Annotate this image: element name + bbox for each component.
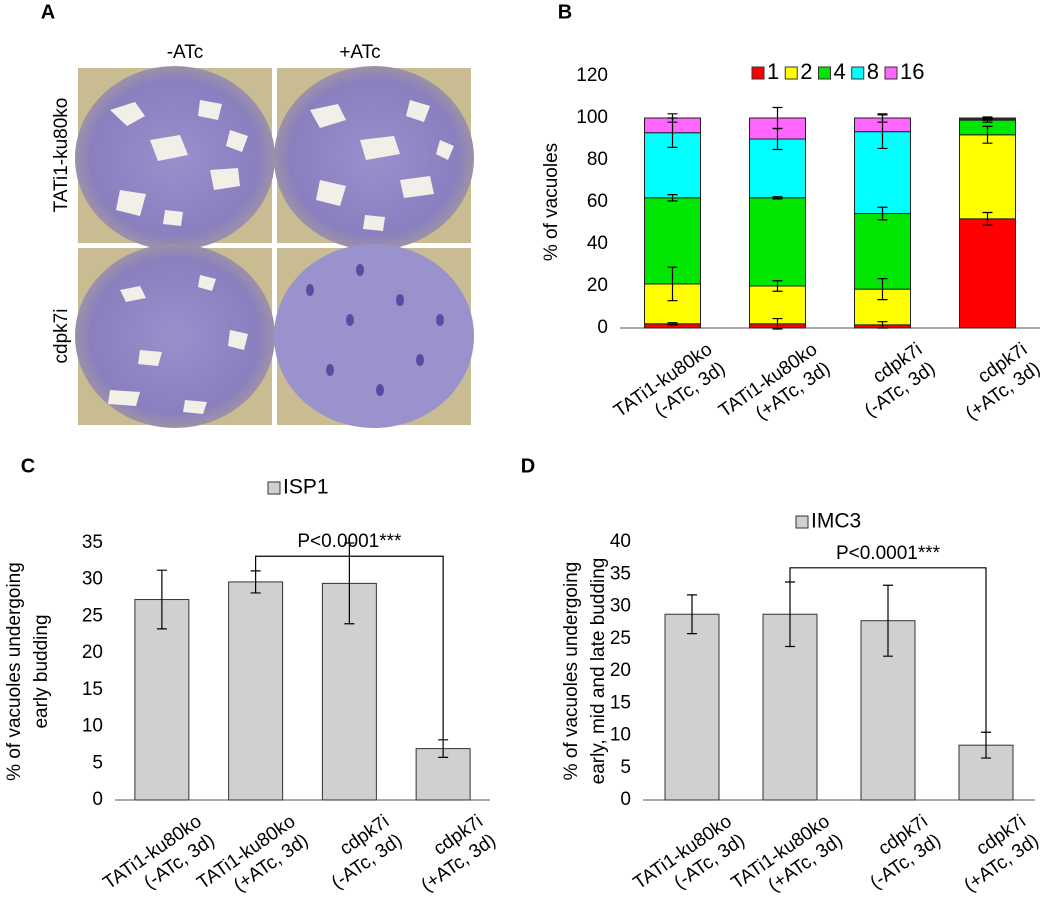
plaques: [108, 100, 454, 414]
y-tick-label: 20: [610, 660, 631, 681]
y-tick-label: 20: [587, 275, 608, 296]
error-bar: [772, 317, 783, 330]
y-axis-label: early, mid and late budding: [588, 558, 609, 785]
stain-spots: [306, 264, 444, 396]
y-tick-label: 35: [610, 563, 631, 584]
legend-label: 1: [767, 59, 779, 84]
legend-swatch: [851, 66, 865, 80]
annotation: P<0.0001***: [297, 531, 402, 552]
panel-a-images: [75, 66, 474, 428]
y-tick-label: 0: [92, 789, 103, 810]
y-tick-label: 40: [587, 233, 608, 254]
error-bar: [877, 206, 888, 221]
bar-segment: [854, 213, 911, 290]
bar-segment: [959, 134, 1016, 220]
error-bar: [982, 211, 993, 226]
well: [274, 244, 474, 428]
error-bar: [687, 594, 697, 635]
panel-label: C: [21, 455, 35, 477]
y-tick-label: 10: [610, 725, 631, 746]
error-bar: [883, 584, 893, 657]
legend-label: 4: [834, 59, 846, 84]
legend-swatch: [884, 66, 898, 80]
legend-swatch: [784, 66, 798, 80]
row-label: TATi1-ku80ko: [51, 98, 72, 213]
error-bar: [877, 278, 888, 301]
error-bar: [982, 125, 993, 144]
y-tick-label: 20: [82, 642, 103, 663]
y-tick-label: 15: [610, 692, 631, 713]
annotation: P<0.0001***: [836, 543, 941, 564]
y-axis-label: % of vacuoles undergoing: [561, 562, 582, 781]
y-tick-label: 30: [82, 569, 103, 590]
y-tick-label: 25: [82, 605, 103, 626]
error-bar: [156, 569, 167, 630]
bar-segment: [749, 197, 806, 287]
y-tick-label: 60: [587, 191, 608, 212]
y-tick-label: 35: [82, 532, 103, 553]
error-bar: [250, 570, 261, 594]
y-tick-label: 5: [620, 757, 631, 778]
error-bar: [877, 321, 888, 329]
panel-label: D: [521, 455, 535, 477]
bar-segment: [959, 218, 1016, 329]
legend-label: 2: [800, 59, 812, 84]
legend-swatch: [267, 481, 281, 495]
y-tick-label: 15: [82, 679, 103, 700]
bar: [664, 613, 720, 801]
y-tick-label: 10: [82, 716, 103, 737]
error-bar: [982, 116, 993, 120]
significance-bracket: [789, 567, 987, 733]
legend-swatch: [818, 66, 831, 80]
legend-swatch: [795, 515, 809, 529]
column-label: +ATc: [339, 42, 380, 63]
y-axis-label: early budding: [31, 614, 52, 728]
error-bar: [772, 196, 783, 200]
error-bar: [877, 113, 888, 123]
y-axis-label: % of vacuoles: [541, 143, 562, 261]
column-label: -ATc: [167, 42, 204, 63]
y-tick-label: 25: [610, 628, 631, 649]
bar: [134, 599, 190, 801]
significance-bracket: [255, 555, 444, 740]
y-axis-label: % of vacuoles undergoing: [4, 562, 25, 781]
y-tick-label: 100: [576, 107, 608, 128]
panel-label: B: [558, 1, 572, 23]
row-label: cdpk7i: [51, 309, 72, 364]
legend-label: 8: [867, 59, 879, 84]
legend-label: IMC3: [811, 510, 861, 533]
legend-label: ISP1: [283, 476, 329, 499]
error-bar: [772, 280, 783, 292]
y-tick-label: 120: [576, 65, 608, 86]
legend-swatch: [751, 66, 765, 80]
legend-label: 16: [900, 59, 924, 84]
y-tick-label: 30: [610, 596, 631, 617]
error-bar: [772, 106, 783, 130]
error-bar: [667, 194, 678, 202]
y-tick-label: 0: [597, 317, 608, 338]
error-bar: [667, 266, 678, 302]
error-bar: [667, 113, 678, 123]
error-bar: [667, 322, 678, 326]
y-tick-label: 40: [610, 531, 631, 552]
y-tick-label: 5: [92, 752, 103, 773]
y-tick-label: 0: [620, 789, 631, 810]
y-tick-label: 80: [587, 149, 608, 170]
panel-label: A: [41, 1, 55, 23]
error-bar: [438, 739, 449, 759]
bar: [228, 581, 284, 801]
